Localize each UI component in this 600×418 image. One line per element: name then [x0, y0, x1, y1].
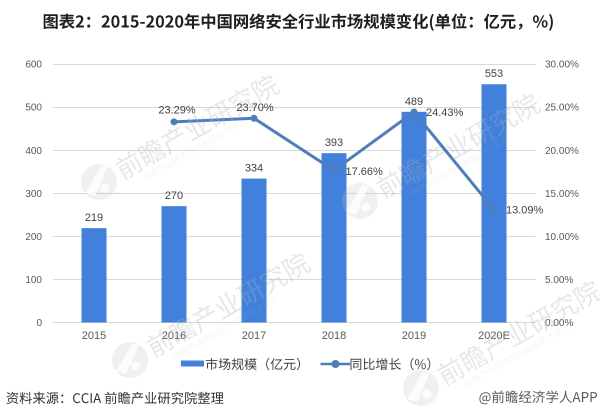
svg-text:219: 219 [85, 212, 103, 224]
svg-text:400: 400 [25, 146, 42, 157]
svg-text:500: 500 [25, 103, 42, 114]
svg-text:600: 600 [25, 60, 42, 71]
svg-text:17.66%: 17.66% [346, 166, 384, 178]
svg-text:25.00%: 25.00% [545, 103, 579, 114]
svg-text:200: 200 [25, 232, 42, 243]
svg-text:2015: 2015 [82, 330, 106, 342]
svg-text:393: 393 [325, 137, 343, 149]
svg-text:100: 100 [25, 275, 42, 286]
svg-text:2020E: 2020E [478, 330, 510, 342]
svg-text:10.00%: 10.00% [545, 232, 579, 243]
svg-text:15.00%: 15.00% [545, 189, 579, 200]
svg-text:23.70%: 23.70% [236, 102, 274, 114]
svg-text:0.00%: 0.00% [545, 318, 573, 329]
svg-text:24.43%: 24.43% [426, 107, 464, 119]
svg-text:2019: 2019 [402, 330, 426, 342]
svg-text:20.00%: 20.00% [545, 146, 579, 157]
svg-text:300: 300 [25, 189, 42, 200]
svg-text:2018: 2018 [322, 330, 346, 342]
svg-text:13.09%: 13.09% [506, 204, 544, 216]
svg-text:2017: 2017 [242, 330, 266, 342]
svg-text:30.00%: 30.00% [545, 60, 579, 71]
svg-text:334: 334 [245, 163, 263, 175]
svg-text:5.00%: 5.00% [545, 275, 573, 286]
svg-text:553: 553 [485, 68, 503, 80]
svg-text:0: 0 [36, 318, 42, 329]
svg-text:489: 489 [405, 96, 423, 108]
svg-text:270: 270 [165, 190, 183, 202]
svg-text:23.29%: 23.29% [158, 104, 196, 116]
